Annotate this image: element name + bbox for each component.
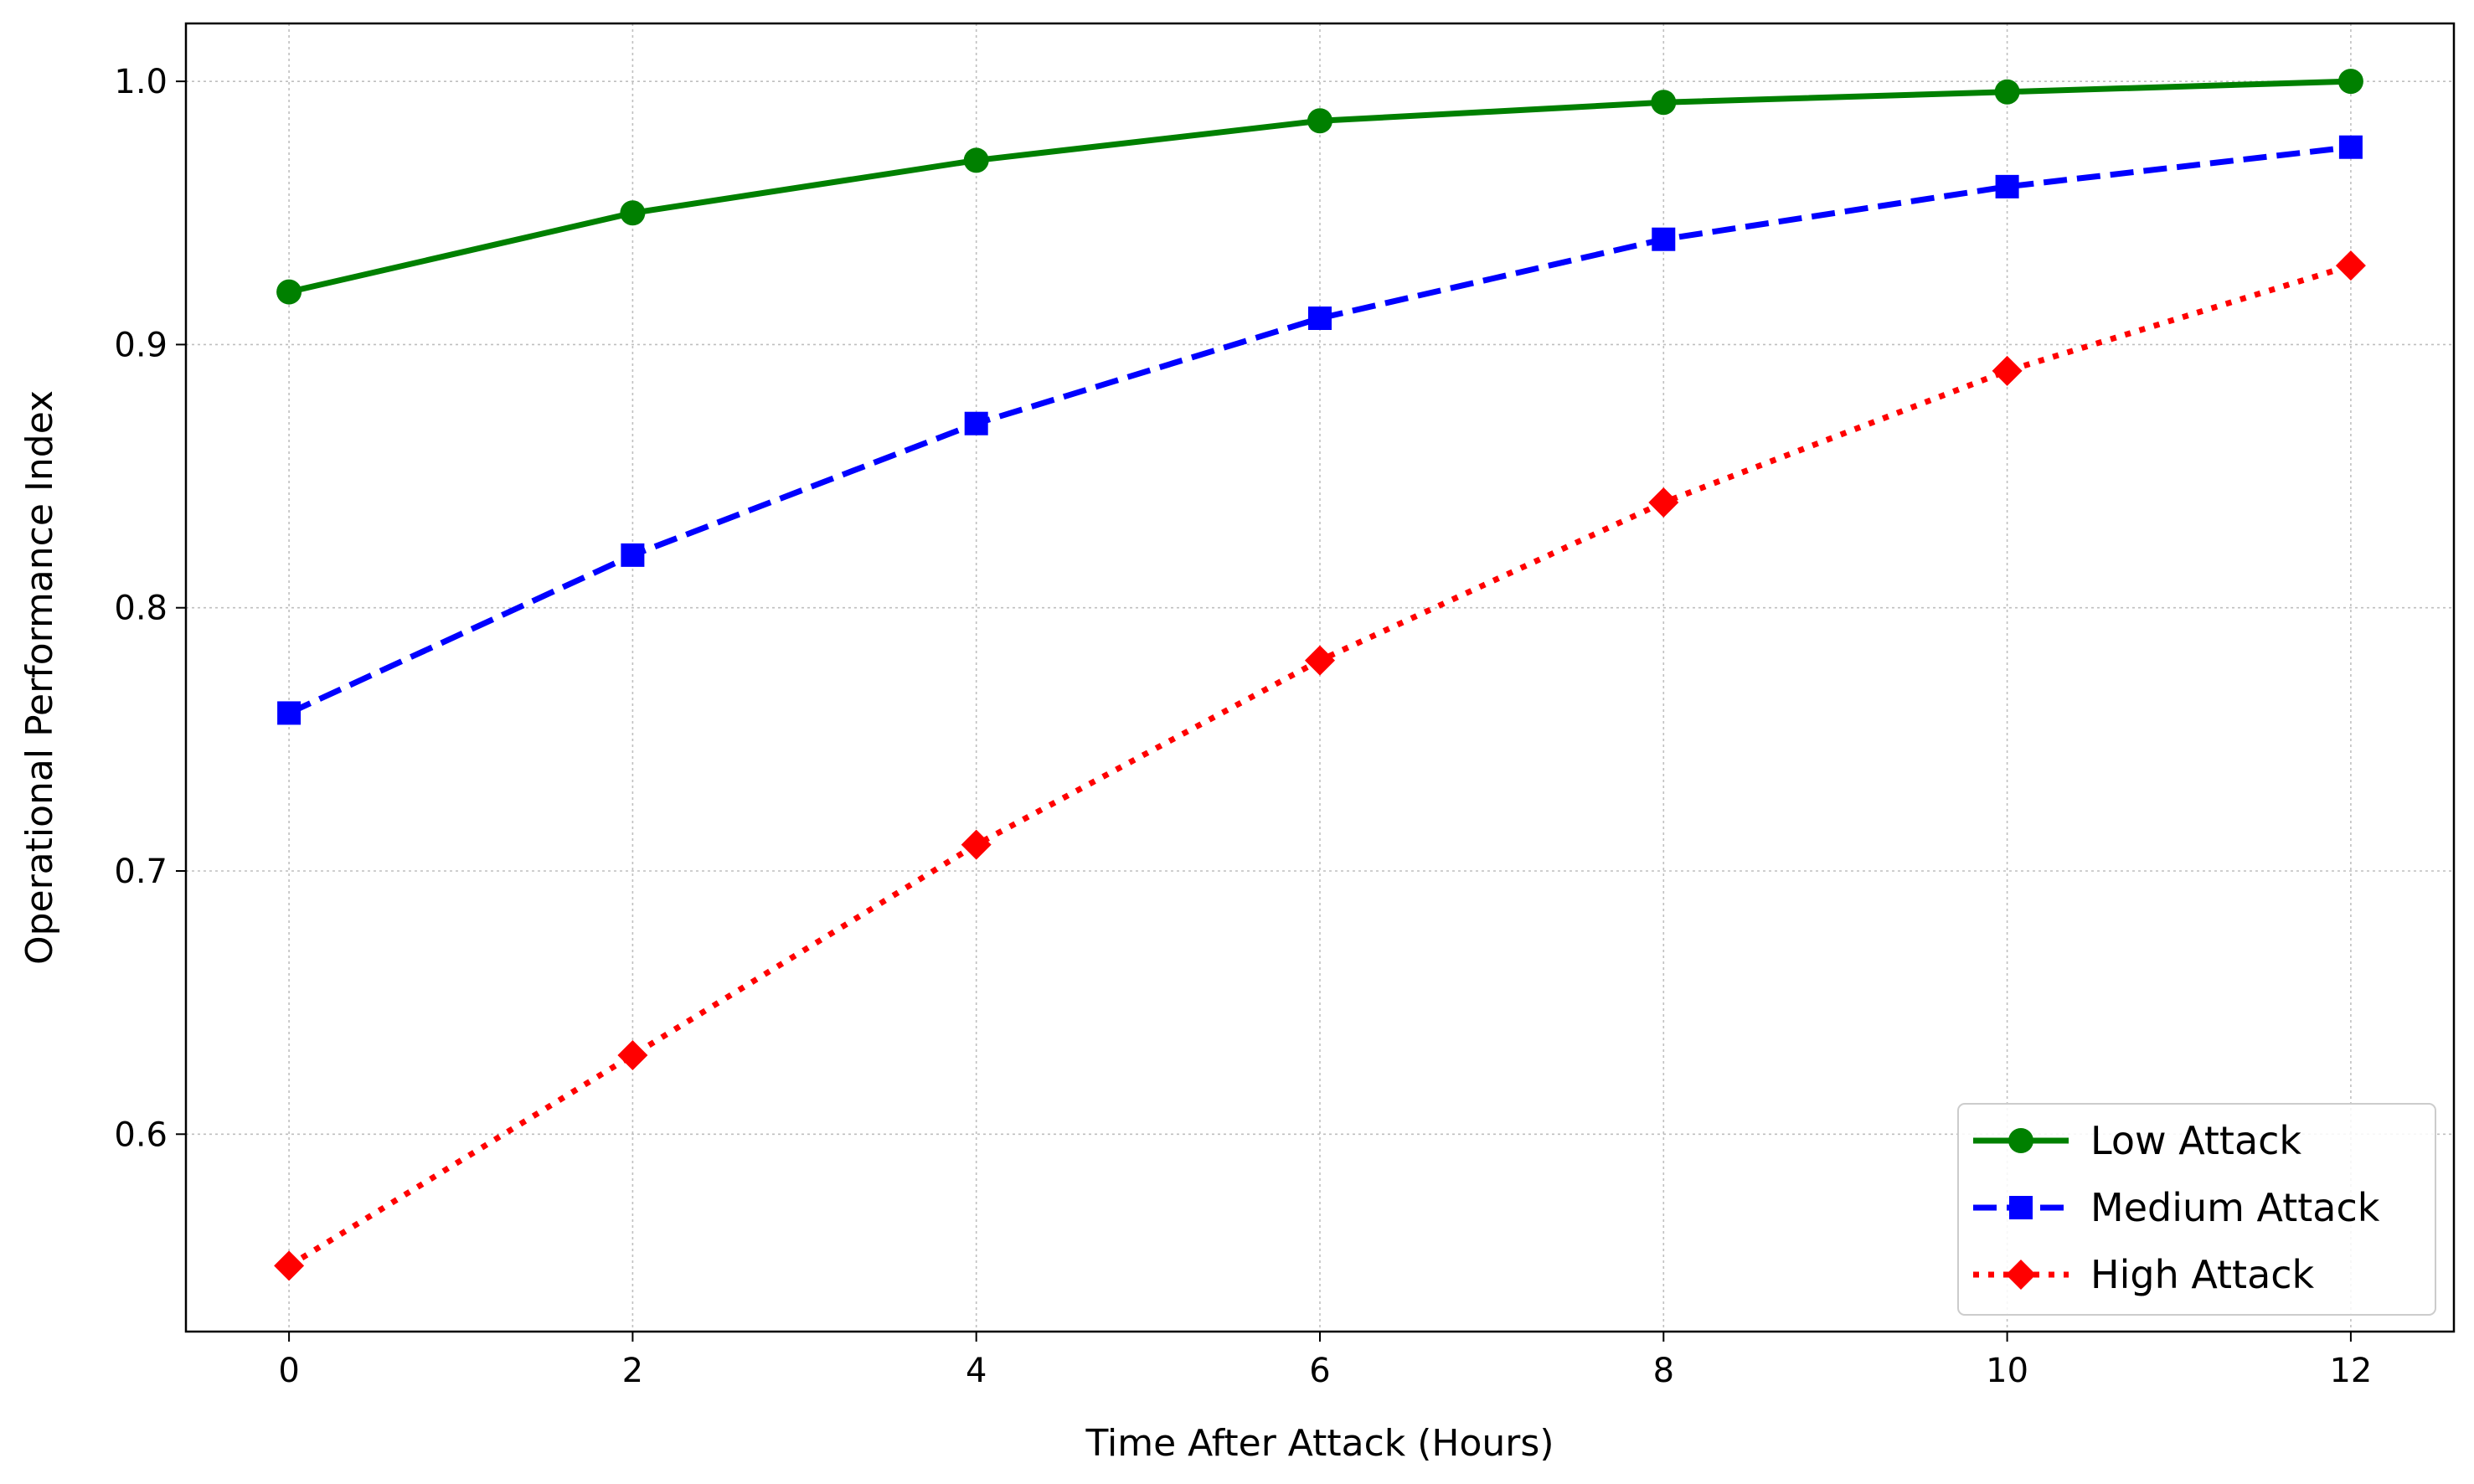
y-tick-label: 0.7 <box>114 853 168 891</box>
legend-box <box>1957 1103 2436 1316</box>
x-tick-label: 4 <box>966 1352 987 1390</box>
data-point-low-attack <box>1307 108 1332 134</box>
y-tick-label: 1.0 <box>114 63 168 101</box>
y-tick-label: 0.9 <box>114 326 168 364</box>
data-point-medium-attack <box>621 543 645 567</box>
series-group <box>274 69 2366 1281</box>
data-point-low-attack <box>963 147 989 173</box>
axis-ticks: 0 2 4 6 8 10 12 0.6 0.7 0.8 0.9 1.0 <box>114 63 2372 1390</box>
data-point-low-attack <box>620 200 646 226</box>
data-point-medium-attack <box>2338 135 2363 159</box>
series-high-attack <box>274 250 2366 1281</box>
data-point-high-attack <box>1648 487 1679 518</box>
data-point-high-attack <box>1992 355 2023 386</box>
data-point-high-attack <box>1305 645 1335 676</box>
legend-marker-low-attack <box>2008 1128 2033 1153</box>
legend-label-medium-attack: Medium Attack <box>2090 1185 2380 1230</box>
x-tick-label: 2 <box>622 1352 643 1390</box>
legend-label-low-attack: Low Attack <box>2090 1118 2301 1163</box>
legend: Low Attack Medium Attack High Attack <box>1957 1103 2436 1316</box>
data-point-high-attack <box>617 1040 648 1070</box>
data-point-medium-attack <box>277 701 302 725</box>
y-tick-label: 0.6 <box>114 1116 168 1154</box>
y-tick-label: 0.8 <box>114 590 168 628</box>
data-point-medium-attack <box>1652 227 1676 251</box>
legend-entry-high-attack: High Attack <box>1973 1252 2315 1297</box>
x-axis-label: Time After Attack (Hours) <box>1085 1422 1554 1465</box>
x-tick-label: 6 <box>1309 1352 1330 1390</box>
y-axis-label: Operational Performance Index <box>18 390 61 965</box>
x-tick-label: 10 <box>1986 1352 2028 1390</box>
x-tick-label: 0 <box>278 1352 299 1390</box>
data-point-medium-attack <box>964 411 988 435</box>
data-point-low-attack <box>1994 79 2020 105</box>
x-tick-label: 12 <box>2329 1352 2372 1390</box>
legend-label-high-attack: High Attack <box>2090 1252 2315 1297</box>
series-medium-attack <box>277 135 2363 725</box>
legend-entry-low-attack: Low Attack <box>1973 1118 2301 1163</box>
legend-marker-medium-attack <box>2009 1196 2033 1219</box>
series-low-attack <box>276 69 2363 305</box>
data-point-high-attack <box>961 829 992 860</box>
data-point-high-attack <box>274 1250 305 1281</box>
data-point-high-attack <box>2335 250 2366 281</box>
legend-marker-high-attack <box>2006 1260 2036 1290</box>
x-tick-label: 8 <box>1653 1352 1674 1390</box>
data-point-low-attack <box>1651 90 1677 116</box>
data-point-low-attack <box>2337 69 2363 95</box>
legend-entry-medium-attack: Medium Attack <box>1973 1185 2380 1230</box>
data-point-medium-attack <box>1308 307 1332 330</box>
data-point-low-attack <box>276 279 302 305</box>
data-point-medium-attack <box>1995 174 2019 198</box>
